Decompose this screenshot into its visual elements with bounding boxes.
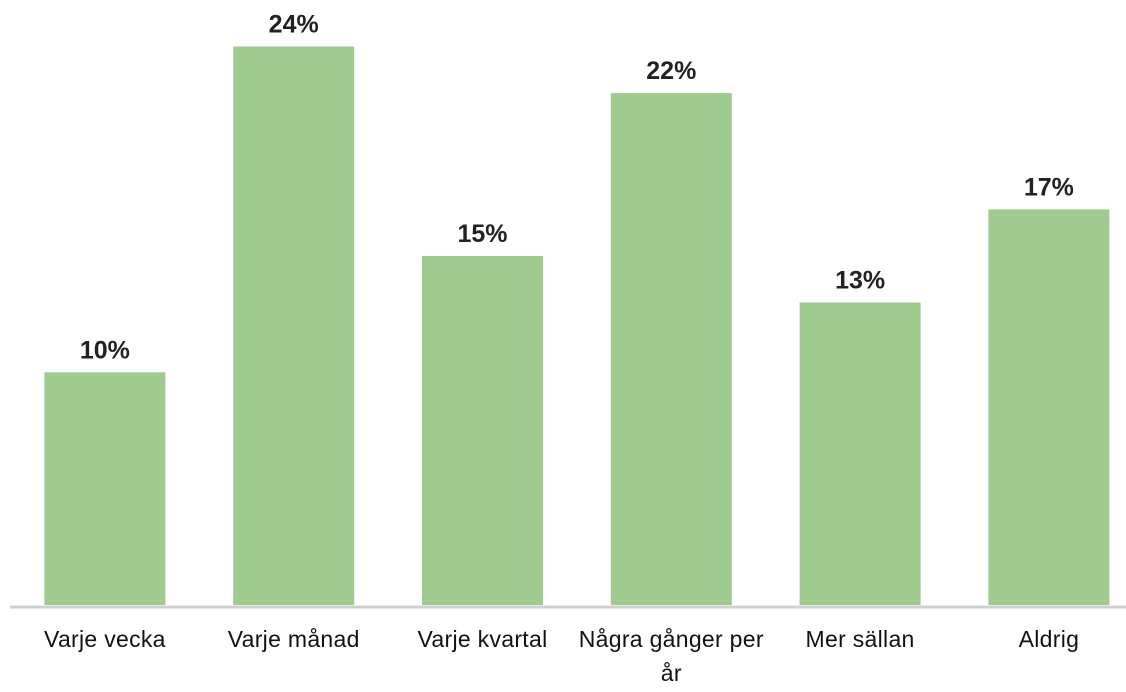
x-tick-label: Varje kvartal — [417, 626, 548, 652]
x-tick-label: Varje vecka — [44, 626, 166, 652]
value-label: 15% — [457, 220, 507, 248]
x-tick-label: Mer sällan — [805, 626, 915, 652]
bar — [422, 255, 543, 605]
value-label: 13% — [835, 267, 885, 295]
x-tick-label: Några gånger per år — [578, 626, 764, 686]
bar — [44, 372, 166, 605]
value-label: 17% — [1024, 173, 1074, 201]
bar — [610, 93, 732, 606]
x-tick-label: Varje månad — [227, 626, 360, 652]
bar — [233, 46, 355, 606]
x-tick-label: Aldrig — [1018, 626, 1080, 652]
value-label: 24% — [269, 11, 319, 39]
value-label: 10% — [80, 336, 130, 364]
bar — [988, 209, 1110, 605]
bar — [799, 302, 921, 605]
value-label: 22% — [646, 57, 696, 85]
